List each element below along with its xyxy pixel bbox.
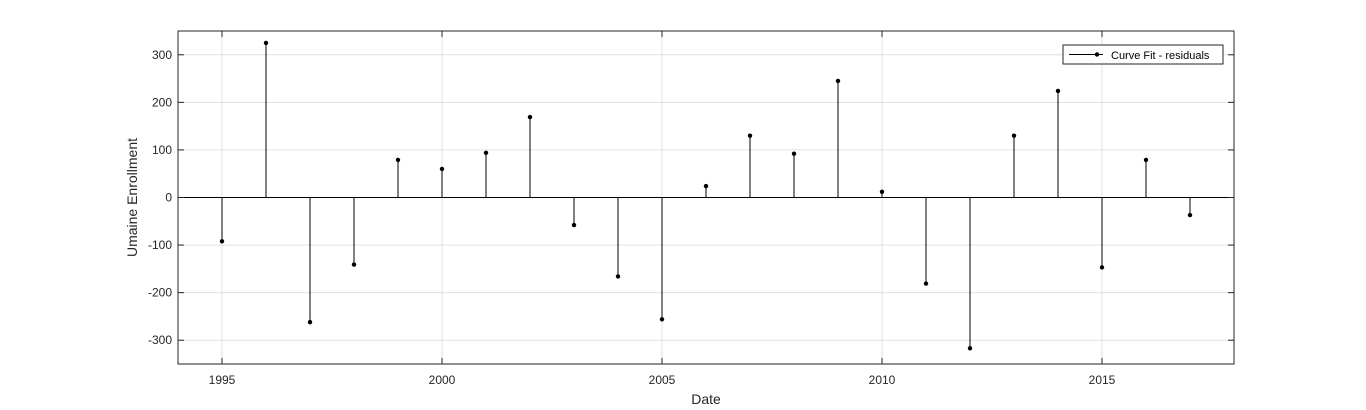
legend-marker: [1094, 52, 1100, 57]
stem-marker: [923, 281, 929, 286]
stem-marker: [747, 133, 753, 138]
x-tick-label: 2015: [1089, 373, 1116, 387]
stem-marker: [835, 78, 841, 84]
stem-marker: [483, 150, 489, 155]
stem-marker: [1143, 157, 1149, 163]
y-tick-label: 100: [152, 143, 172, 157]
y-tick-label: 0: [165, 191, 172, 205]
stem-marker: [791, 151, 797, 156]
x-axis: 1995 2000 2005 2010 2015: [209, 31, 1116, 387]
stem-marker: [307, 319, 313, 325]
stem-marker: [527, 114, 533, 120]
legend[interactable]: Curve Fit - residuals: [1062, 44, 1224, 65]
x-axis-title: Date: [691, 391, 721, 407]
x-tick-label: 2000: [429, 373, 456, 387]
legend-label: Curve Fit - residuals: [1111, 50, 1210, 62]
stem-marker: [1055, 88, 1061, 94]
stem-marker: [703, 183, 709, 189]
stem-marker: [1099, 265, 1105, 270]
y-tick-label: -100: [148, 238, 172, 252]
stem-marker: [439, 166, 445, 172]
stem-marker: [571, 222, 577, 228]
y-tick-label: 300: [152, 48, 172, 62]
stem-marker: [879, 189, 885, 194]
x-tick-label: 2010: [869, 373, 896, 387]
stem-marker: [219, 239, 225, 244]
y-axis-title: Umaine Enrollment: [124, 138, 140, 257]
x-tick-label: 1995: [209, 373, 236, 387]
legend-box: [1062, 44, 1224, 65]
stem-marker: [615, 274, 621, 279]
x-tick-label: 2005: [649, 373, 676, 387]
stem-marker: [1187, 212, 1193, 218]
stem-marker: [1011, 133, 1017, 138]
stem-marker: [263, 40, 269, 46]
stem-marker: [351, 262, 357, 267]
y-tick-label: 200: [152, 95, 172, 109]
y-tick-label: -300: [148, 333, 172, 347]
stem-marker: [659, 317, 665, 322]
stem-marker: [967, 346, 973, 351]
y-axis: -300 -200 -100 0 100 200 300: [148, 48, 1234, 347]
stem-marker: [395, 157, 401, 163]
data-stems: [219, 40, 1193, 351]
y-tick-label: -200: [148, 286, 172, 300]
